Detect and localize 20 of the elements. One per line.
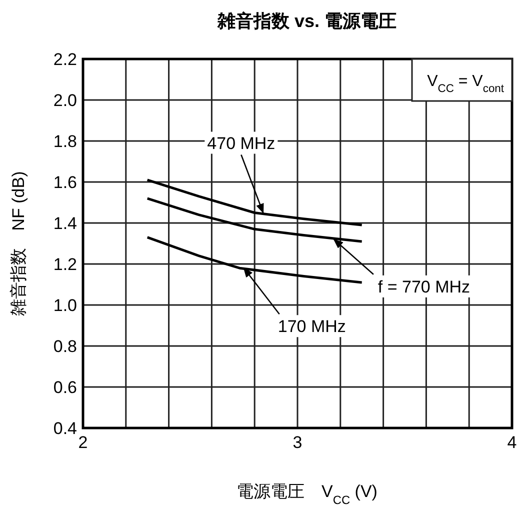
y-axis-title: 雑音指数 NF (dB): [9, 171, 28, 316]
y-tick-label: 1.6: [53, 173, 77, 192]
y-tick-label: 2.2: [53, 50, 77, 69]
y-tick-label: 0.4: [53, 419, 77, 438]
annotation: 170 MHz: [278, 317, 346, 336]
y-tick-label: 0.8: [53, 337, 77, 356]
x-tick-label: 2: [78, 433, 88, 452]
x-axis-title: 電源電圧 V$_{CC}$ (V): [236, 482, 378, 506]
y-tick-label: 1.0: [53, 296, 77, 315]
y-tick-label: 0.6: [53, 378, 77, 397]
y-tick-label: 1.4: [53, 214, 77, 233]
annotation: V$_{CC}$ = V$_{cont}$: [427, 73, 505, 95]
y-tick-label: 1.8: [53, 132, 77, 151]
chart-title: 雑音指数 vs. 電源電圧: [216, 11, 397, 31]
y-tick-label: 1.2: [53, 255, 77, 274]
y-tick-label: 2.0: [53, 91, 77, 110]
annotation: f = 770 MHz: [378, 277, 470, 296]
annotation: 470 MHz: [207, 134, 276, 153]
x-tick-label: 3: [292, 433, 302, 452]
x-tick-label: 4: [507, 433, 517, 452]
